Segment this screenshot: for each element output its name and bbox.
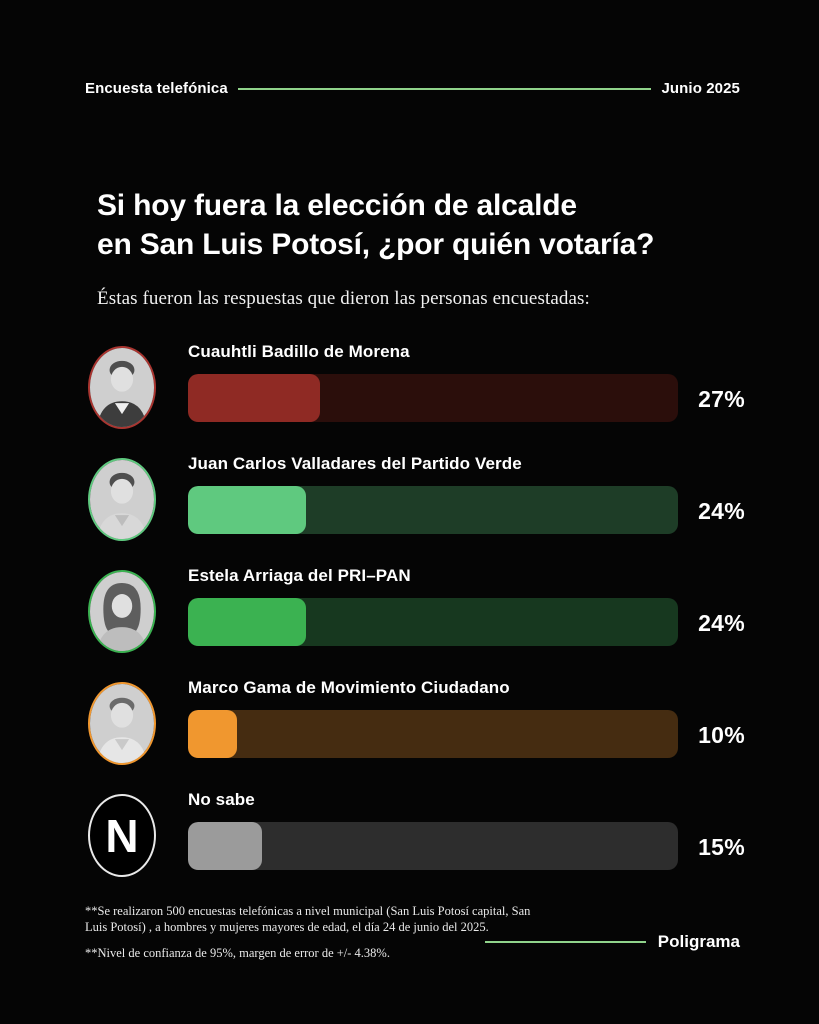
bar-track bbox=[188, 374, 678, 422]
page-title-line2: en San Luis Potosí, ¿por quién votaría? bbox=[97, 228, 655, 261]
bar-track bbox=[188, 710, 678, 758]
bar-track bbox=[188, 598, 678, 646]
result-row: Estela Arriaga del PRI–PAN 24% bbox=[85, 566, 745, 676]
header-left-label: Encuesta telefónica bbox=[85, 80, 228, 97]
percentage-label: 27% bbox=[698, 386, 745, 412]
avatar bbox=[88, 682, 156, 765]
row-main: No sabe bbox=[188, 790, 678, 870]
bar-fill bbox=[188, 598, 306, 646]
footnote-confidence: **Nivel de confianza de 95%, margen de e… bbox=[85, 945, 390, 960]
percentage-label: 10% bbox=[698, 722, 745, 748]
bar-track bbox=[188, 486, 678, 534]
page-title: Si hoy fuera la elección de alcalde en Sa… bbox=[97, 186, 654, 264]
result-row: Marco Gama de Movimiento Ciudadano 10% bbox=[85, 678, 745, 788]
page-title-line1: Si hoy fuera la elección de alcalde bbox=[97, 189, 577, 222]
percentage-label: 24% bbox=[698, 610, 745, 636]
percentage-label: 24% bbox=[698, 498, 745, 524]
result-row: Cuauhtli Badillo de Morena 27% bbox=[85, 342, 745, 452]
person-silhouette-icon bbox=[90, 572, 154, 651]
footnotes: **Se realizaron 500 encuestas telefónica… bbox=[85, 903, 575, 961]
candidate-name: Cuauhtli Badillo de Morena bbox=[188, 342, 410, 361]
candidate-name: Estela Arriaga del PRI–PAN bbox=[188, 566, 411, 585]
candidate-name: No sabe bbox=[188, 790, 255, 809]
avatar bbox=[88, 570, 156, 653]
footnote-methodology-line1: **Se realizaron 500 encuestas telefónica… bbox=[85, 904, 531, 918]
person-silhouette-icon bbox=[90, 348, 154, 427]
result-row: N No sabe 15% bbox=[85, 790, 745, 900]
brand-footer: Poligrama bbox=[485, 932, 740, 952]
bar-fill bbox=[188, 374, 321, 422]
header-divider-line bbox=[237, 87, 652, 90]
row-main: Estela Arriaga del PRI–PAN bbox=[188, 566, 678, 646]
person-silhouette-icon bbox=[90, 460, 154, 539]
candidate-name: Marco Gama de Movimiento Ciudadano bbox=[188, 678, 510, 697]
bar-fill bbox=[188, 710, 237, 758]
avatar bbox=[88, 458, 156, 541]
avatar: N bbox=[88, 794, 156, 877]
person-silhouette-icon bbox=[90, 684, 154, 763]
footnote-methodology-line2: Luis Potosí) , a hombres y mujeres mayor… bbox=[85, 920, 489, 935]
percentage-label: 15% bbox=[698, 834, 745, 860]
avatar bbox=[88, 346, 156, 429]
result-row: Juan Carlos Valladares del Partido Verde… bbox=[85, 454, 745, 564]
bar-track bbox=[188, 822, 678, 870]
row-main: Cuauhtli Badillo de Morena bbox=[188, 342, 678, 422]
subtitle: Éstas fueron las respuestas que dieron l… bbox=[97, 288, 590, 309]
avatar-letter: N bbox=[105, 809, 139, 862]
candidate-name: Juan Carlos Valladares del Partido Verde bbox=[188, 454, 522, 473]
row-main: Juan Carlos Valladares del Partido Verde bbox=[188, 454, 678, 534]
results-list: Cuauhtli Badillo de Morena 27% bbox=[85, 340, 745, 900]
header-date: Junio 2025 bbox=[661, 80, 740, 97]
bar-fill bbox=[188, 822, 262, 870]
brand-name: Poligrama bbox=[657, 932, 740, 951]
bar-fill bbox=[188, 486, 306, 534]
brand-divider-line bbox=[485, 941, 646, 943]
row-main: Marco Gama de Movimiento Ciudadano bbox=[188, 678, 678, 758]
header: Encuesta telefónica Junio 2025 bbox=[85, 80, 740, 97]
